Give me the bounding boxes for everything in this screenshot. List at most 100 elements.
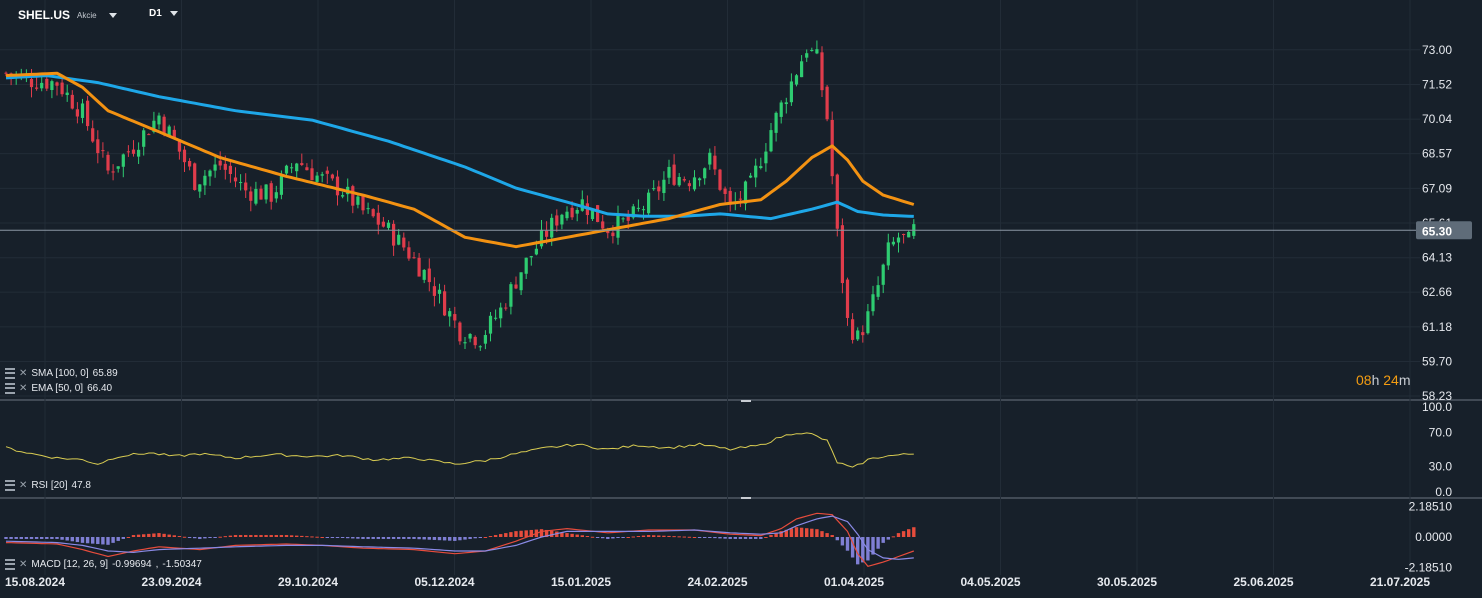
candle-body [687, 183, 691, 187]
candle-body [137, 149, 141, 157]
candle-body [437, 289, 442, 294]
macd-histogram-bar [85, 537, 90, 544]
macd-histogram-bar [402, 537, 406, 539]
macd-histogram-bar [136, 534, 141, 537]
candle-body [570, 207, 574, 218]
close-icon[interactable]: ✕ [19, 367, 28, 379]
settings-list-icon[interactable] [5, 480, 15, 491]
candle-bear [182, 146, 187, 172]
candle-body [703, 168, 707, 179]
macd-histogram-bar [789, 528, 794, 537]
candle-bull [886, 233, 890, 270]
candle-bear [259, 185, 263, 200]
candle-body [560, 214, 564, 225]
candle-body [896, 237, 901, 243]
candle-bull [907, 230, 911, 238]
macd-histogram-bar [238, 535, 243, 537]
candle-bull [759, 157, 763, 170]
macd-histogram-bar [794, 527, 799, 537]
macd-histogram-bar [601, 537, 605, 539]
candle-bull [320, 171, 324, 183]
y-tick-label: 71.52 [1422, 77, 1452, 91]
candle-bull [50, 79, 54, 99]
macd-histogram-bar [611, 537, 615, 539]
macd-histogram-bar [228, 535, 233, 537]
candle-body [514, 284, 518, 289]
candle-bull [167, 124, 171, 137]
candle-bear [728, 187, 732, 212]
candle-body [800, 61, 804, 78]
settings-list-icon[interactable] [5, 368, 15, 379]
macd-histogram-bar [437, 537, 442, 541]
macd-histogram-bar [315, 536, 319, 538]
macd-histogram-bar [478, 537, 482, 538]
candle-body [254, 188, 258, 204]
macd-histogram-bar [606, 537, 610, 539]
candle-body [529, 256, 533, 258]
candle-bear [738, 191, 742, 208]
symbol-selector[interactable]: SHEL.US Akcie [18, 8, 117, 22]
chevron-down-icon[interactable] [169, 11, 178, 16]
close-icon[interactable]: ✕ [19, 479, 28, 491]
candle-bull [478, 345, 482, 351]
macd-histogram-bar [580, 535, 584, 537]
countdown-hours: 08 [1356, 372, 1372, 388]
pane-resize-handle[interactable] [741, 497, 751, 499]
macd-histogram-bar [244, 535, 248, 537]
candle-body [805, 53, 809, 58]
candle-body [29, 78, 34, 88]
pane-resize-handle[interactable] [741, 400, 751, 402]
y-tick-label: 59.70 [1422, 355, 1452, 369]
macd-histogram-bar [412, 537, 416, 539]
candle-bull [198, 184, 202, 198]
candle-body [463, 342, 467, 344]
candle-body [876, 285, 880, 297]
candle-body [269, 183, 273, 202]
candle-body [743, 181, 748, 204]
close-icon[interactable]: ✕ [19, 382, 28, 394]
macd-histogram-bar [351, 537, 355, 539]
candle-body [310, 168, 314, 181]
candle-body [616, 214, 620, 238]
macd-histogram-bar [733, 537, 737, 539]
ema-line [5, 71, 915, 249]
candle-body [698, 178, 702, 181]
macd-line [5, 512, 914, 567]
candle-bear [376, 204, 380, 235]
candle-body [147, 134, 151, 136]
macd-histogram-bar [468, 537, 472, 539]
candle-bull [488, 312, 493, 342]
close-icon[interactable]: ✕ [19, 558, 28, 570]
macd-histogram-bar [881, 537, 885, 543]
macd-histogram-bar [274, 535, 278, 537]
y-tick-label: 64.13 [1422, 251, 1452, 265]
candle-body [810, 49, 814, 51]
settings-list-icon[interactable] [5, 559, 15, 570]
candle-body [789, 81, 793, 103]
candle-body [749, 175, 753, 178]
macd-histogram-bar [361, 537, 365, 539]
candle-body [356, 196, 360, 205]
candle-bull [810, 47, 814, 52]
candle-body [203, 175, 207, 186]
chevron-down-icon[interactable] [108, 12, 117, 18]
candle-body [290, 167, 294, 169]
candle-body [65, 92, 69, 96]
macd-histogram-bar [840, 537, 845, 546]
timeframe-selector[interactable]: D1 [149, 8, 178, 19]
candle-body [907, 231, 911, 238]
candle-bear [417, 253, 421, 277]
candle-bull [80, 98, 85, 124]
macd-label: MACD [12, 26, 9] [31, 559, 109, 570]
candle-bull [529, 255, 533, 266]
macd-histogram-bar [356, 537, 360, 539]
macd-histogram-bar [825, 533, 829, 537]
macd-histogram-bar [45, 537, 49, 539]
candle-body [376, 212, 380, 225]
candle-body [295, 163, 299, 172]
candle-body [478, 346, 482, 348]
settings-list-icon[interactable] [5, 383, 15, 394]
candle-body [55, 82, 59, 86]
